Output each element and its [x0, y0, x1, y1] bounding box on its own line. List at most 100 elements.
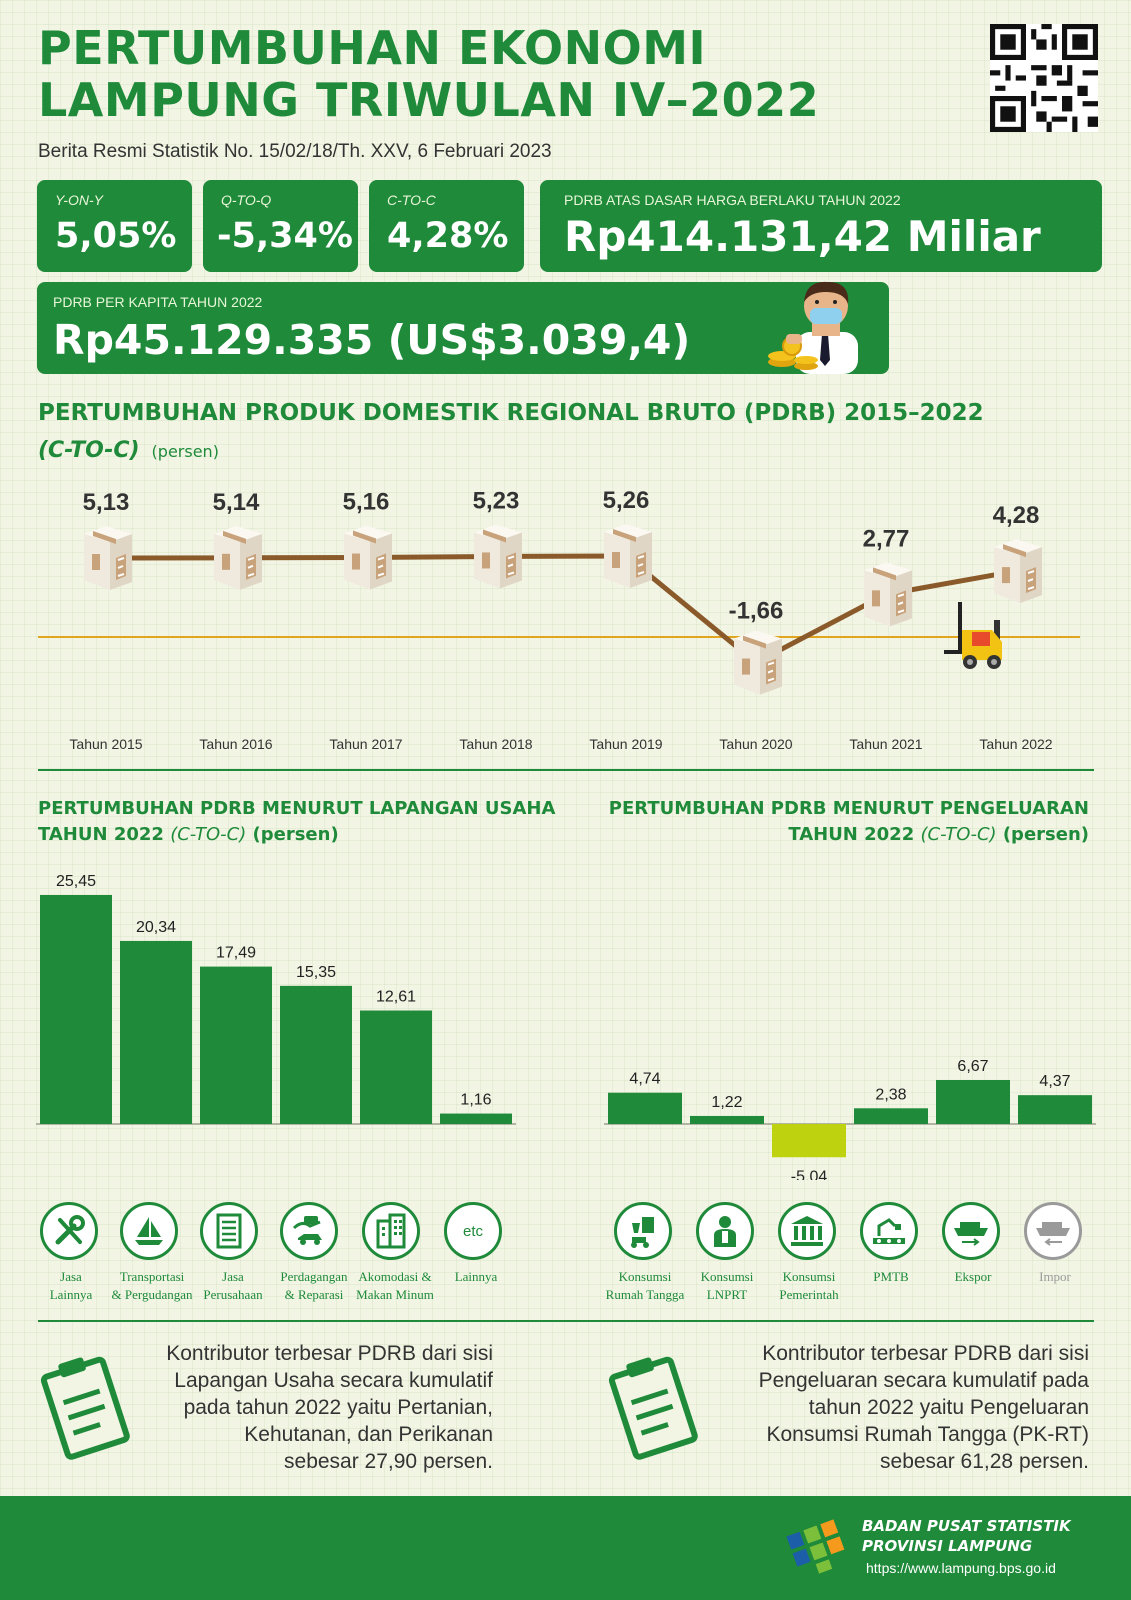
- bps-logo-icon: [786, 1519, 845, 1574]
- export-ship-icon: [942, 1202, 1000, 1260]
- year-tick-label: Tahun 2017: [329, 736, 402, 752]
- bar-value-label: -5,04: [791, 1168, 828, 1180]
- bar: [280, 985, 352, 1124]
- note-line: Pengeluaran secara kumulatif pada: [758, 1369, 1089, 1392]
- section-pengeluaran-title-line2: TAHUN 2022 (C-TO-C) (persen): [609, 822, 1089, 848]
- footer-url[interactable]: https://www.lampung.bps.go.id: [866, 1560, 1056, 1576]
- bar: [690, 1115, 764, 1124]
- category-label: Jasa Perusahaan: [203, 1269, 263, 1302]
- point-value-label: 5,16: [343, 489, 390, 516]
- pdrb-line-chart: 5,13 5,14 5,16 5,23 5,26 -1,66 2,77 4,28 Tahun …: [38, 487, 1080, 752]
- section-pengeluaran-title-line1: PERTUMBUHAN PDRB MENURUT PENGELUARAN: [608, 798, 1089, 819]
- kpi-yoy-card: Y-ON-Y 5,05%: [37, 180, 192, 272]
- page-title: PERTUMBUHAN EKONOMI LAMPUNG TRIWULAN IV–…: [38, 22, 968, 126]
- government-building-icon: [778, 1202, 836, 1260]
- bar: [120, 940, 192, 1124]
- person-icon: [696, 1202, 754, 1260]
- tools-icon: [40, 1202, 98, 1260]
- kpi-qtq-card: Q-TO-Q -5,34%: [203, 180, 358, 272]
- year-tick-label: Tahun 2020: [719, 736, 792, 752]
- box-icon: [214, 525, 262, 590]
- category-label: Konsumsi Rumah Tangga: [605, 1269, 685, 1302]
- kpi-yoy-label: Y-ON-Y: [55, 192, 103, 208]
- bar-value-label: 4,74: [629, 1071, 660, 1088]
- factory-robot-icon: [860, 1202, 918, 1260]
- category-label: Jasa Lainnya: [49, 1269, 93, 1302]
- point-value-label: -1,66: [729, 598, 784, 625]
- kpi-qtq-label: Q-TO-Q: [221, 192, 272, 208]
- box-icon: [734, 630, 782, 695]
- bar: [200, 966, 272, 1124]
- note-line: Kontributor terbesar PDRB dari sisi: [762, 1342, 1089, 1365]
- note-line: tahun 2022 yaitu Pengeluaran: [808, 1396, 1089, 1419]
- category-label: Lainnya: [454, 1269, 498, 1284]
- note-line: Konsumsi Rumah Tangga (PK-RT): [766, 1423, 1089, 1446]
- forklift-icon: [944, 602, 1002, 669]
- trade-hands-icon: [280, 1202, 338, 1260]
- section-pengeluaran-ctc: (C-TO-C): [920, 824, 997, 845]
- footer-org-line2: PROVINSI LAMPUNG: [862, 1537, 1033, 1555]
- etc-icon: etc: [444, 1202, 502, 1260]
- section-pengeluaran-unit: (persen): [1002, 824, 1089, 845]
- section-lapangan-title-line2: TAHUN 2022 (C-TO-C) (persen): [38, 822, 555, 848]
- divider-2: [38, 1320, 1094, 1322]
- box-icon: [994, 539, 1042, 604]
- bar-value-label: 2,38: [875, 1086, 906, 1103]
- section-line-chart-title: PERTUMBUHAN PRODUK DOMESTIK REGIONAL BRU…: [38, 400, 984, 426]
- point-value-label: 5,13: [83, 489, 130, 516]
- kpi-ctc-card: C-TO-C 4,28%: [369, 180, 524, 272]
- pengeluaran-bar-chart: 4,74 1,22 -5,04 2,38 6,67 4,37: [604, 1058, 1096, 1180]
- bar-value-label: 17,49: [216, 945, 256, 962]
- category-label: Ekspor: [954, 1269, 992, 1284]
- clipboard-icon: [40, 1356, 130, 1460]
- bar: [360, 1010, 432, 1124]
- bar-value-label: 25,45: [56, 873, 96, 890]
- bar-value-label: 4,37: [1039, 1073, 1070, 1090]
- point-value-label: 2,77: [863, 525, 910, 552]
- category-label: Akomodasi & Makan Minum: [356, 1269, 434, 1302]
- section-line-chart-subtitle: (C-TO-C) (persen): [38, 438, 219, 463]
- section-lapangan-year: TAHUN 2022: [38, 824, 164, 845]
- category-label: Perdagangan & Reparasi: [280, 1269, 348, 1302]
- import-ship-icon: [1024, 1202, 1082, 1260]
- section-lapangan-ctc: (C-TO-C): [170, 824, 247, 845]
- bar-value-label: 20,34: [136, 919, 176, 936]
- title-line-2: LAMPUNG TRIWULAN IV–2022: [38, 73, 820, 127]
- category-label: PMTB: [873, 1269, 909, 1284]
- category-label: Konsumsi LNPRT: [700, 1269, 754, 1302]
- note-line: sebesar 27,90 persen.: [284, 1450, 493, 1473]
- category-label: Impor: [1039, 1269, 1071, 1284]
- title-line-1: PERTUMBUHAN EKONOMI: [38, 21, 707, 75]
- businessman-icon: [768, 281, 858, 374]
- point-value-label: 4,28: [993, 502, 1040, 529]
- building-doc-icon: [200, 1202, 258, 1260]
- qr-code-icon: [990, 24, 1098, 132]
- box-icon: [84, 525, 132, 590]
- sailboat-icon: [120, 1202, 178, 1260]
- section-lapangan-title-line1: PERTUMBUHAN PDRB MENURUT LAPANGAN USAHA: [38, 798, 556, 819]
- footer-org-line1: BADAN PUSAT STATISTIK: [862, 1517, 1071, 1535]
- bar: [440, 1113, 512, 1124]
- box-icon: [604, 523, 652, 588]
- footer-bar: [0, 1496, 1131, 1600]
- year-tick-label: Tahun 2021: [849, 736, 922, 752]
- bar-value-label: 1,22: [711, 1094, 742, 1111]
- bar: [40, 894, 112, 1124]
- kpi-adhb-value: Rp414.131,42 Miliar: [564, 212, 1041, 261]
- page-subtitle: Berita Resmi Statistik No. 15/02/18/Th. …: [38, 141, 552, 162]
- bar-value-label: 6,67: [957, 1058, 988, 1075]
- kpi-qtq-value: -5,34%: [217, 216, 353, 256]
- bar-value-label: 12,61: [376, 989, 416, 1006]
- category-label: Transportasi & Pergudangan: [111, 1269, 193, 1302]
- footer-org-name: BADAN PUSAT STATISTIK PROVINSI LAMPUNG: [862, 1516, 1071, 1556]
- note-pengeluaran: Kontributor terbesar PDRB dari sisi Penge…: [659, 1340, 1089, 1475]
- section-lapangan-title: PERTUMBUHAN PDRB MENURUT LAPANGAN USAHA …: [38, 796, 555, 848]
- category-label: Konsumsi Pemerintah: [779, 1269, 839, 1302]
- section-pengeluaran-title: PERTUMBUHAN PDRB MENURUT PENGELUARAN TAH…: [609, 796, 1089, 848]
- bar: [1018, 1095, 1092, 1124]
- year-tick-label: Tahun 2022: [979, 736, 1052, 752]
- year-tick-label: Tahun 2019: [589, 736, 662, 752]
- box-icon: [864, 562, 912, 627]
- bar-value-label: 15,35: [296, 964, 336, 981]
- kpi-ctc-label: C-TO-C: [387, 192, 436, 208]
